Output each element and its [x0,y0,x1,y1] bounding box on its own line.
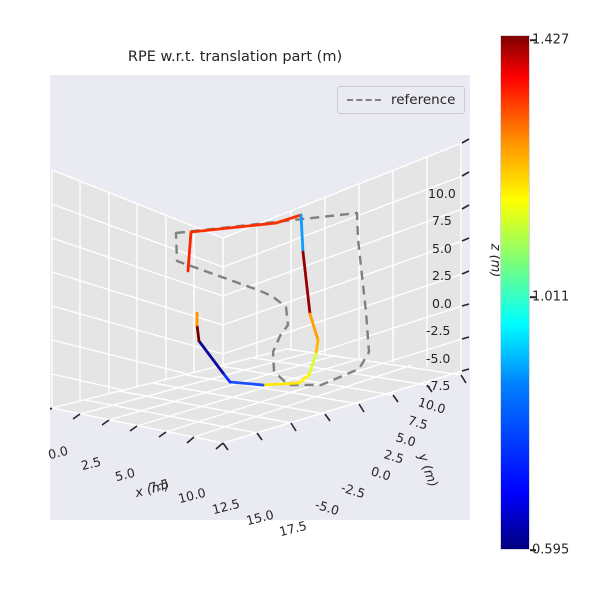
axes-3d[interactable] [50,75,470,520]
z-tick-0: -7.5 [426,378,451,393]
z-tick-3: 0.0 [432,296,452,311]
legend-line-reference [347,99,381,101]
colorbar-tick-mark-mid [530,296,536,298]
colorbar[interactable]: 1.427 1.011 0.595 [500,33,569,558]
z-tick-1: -5.0 [426,351,451,366]
z-tick-5: 5.0 [432,241,452,256]
legend-label-reference: reference [391,92,456,108]
colorbar-gradient [500,35,530,550]
colorbar-tick-max: 1.427 [532,32,570,48]
x-tick-7: 17.5 [277,517,309,540]
pane-bottom [51,348,463,444]
colorbar-tick-mark-min [530,549,536,551]
z-tick-4: 2.5 [432,268,452,283]
colorbar-tick-mid: 1.011 [532,289,570,305]
z-tick-2: -2.5 [426,323,451,338]
axes-3d-svg [51,142,463,444]
colorbar-tick-mark-max [530,39,536,41]
estimate-trajectory [186,213,320,387]
tick-marks [50,138,470,451]
z-tick-6: 7.5 [432,213,452,228]
reference-trajectory [174,211,371,387]
title-line-1: RPE w.r.t. translation part (m) [127,49,343,65]
z-tick-7: 10.0 [428,186,456,201]
colorbar-tick-min: 0.595 [532,542,570,558]
legend[interactable]: reference [337,86,465,114]
